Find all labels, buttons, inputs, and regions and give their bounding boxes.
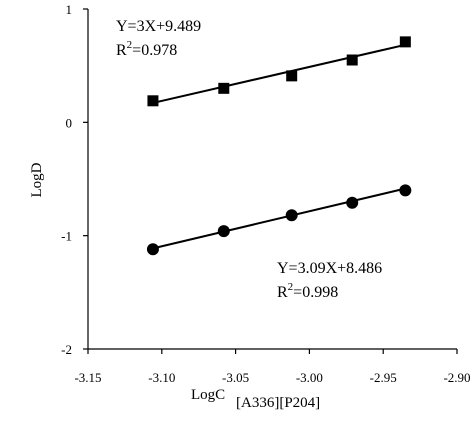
data-point-square (346, 54, 358, 66)
series-squares (147, 36, 411, 107)
data-point-circle (217, 225, 230, 238)
data-point-square (218, 82, 230, 94)
y-ticks: -2 -1 0 1 (61, 2, 88, 357)
x-tick-label: -3.00 (296, 370, 323, 385)
r-squared-symbol: R (277, 284, 288, 301)
series-layer (146, 36, 412, 256)
data-point-square (399, 36, 411, 48)
data-point-circle (346, 196, 359, 209)
r-squared-label-circles: R2=0.998 (277, 281, 338, 301)
data-point-circle (285, 209, 298, 222)
x-ticks: -3.15 -3.10 -3.05 -3.00 -2.95 -2.90 (74, 349, 471, 385)
y-tick-label: -2 (61, 342, 72, 357)
data-point-square (147, 95, 159, 107)
y-tick-label: 1 (66, 2, 73, 17)
series-circles (146, 184, 412, 256)
data-point-square (286, 70, 298, 82)
x-tick-label: -3.15 (74, 370, 101, 385)
r-squared-value: =0.978 (132, 42, 177, 59)
x-tick-label: -3.10 (148, 370, 175, 385)
x-tick-label: -3.05 (222, 370, 249, 385)
y-tick-label: -1 (61, 229, 72, 244)
fit-line (152, 187, 406, 250)
x-tick-label: -2.90 (443, 370, 470, 385)
y-tick-label: 0 (66, 115, 73, 130)
x-tick-label: -2.95 (370, 370, 397, 385)
r-squared-superscript: 2 (288, 281, 294, 293)
equation-label-squares: Y=3X+9.489 (116, 18, 201, 35)
equation-label-circles: Y=3.09X+8.486 (277, 260, 382, 277)
r-squared-symbol: R (116, 42, 127, 59)
r-squared-superscript: 2 (127, 39, 133, 51)
x-axis-label-subscript: [A336][P204] (236, 395, 320, 411)
x-axis-label: LogC (191, 387, 225, 403)
data-point-circle (146, 243, 159, 256)
r-squared-label-squares: R2=0.978 (116, 39, 177, 59)
axes (87, 9, 457, 350)
r-squared-value: =0.998 (293, 284, 338, 301)
fit-line (152, 43, 406, 104)
data-point-circle (399, 184, 412, 197)
y-axis-label: LogD (29, 162, 45, 197)
